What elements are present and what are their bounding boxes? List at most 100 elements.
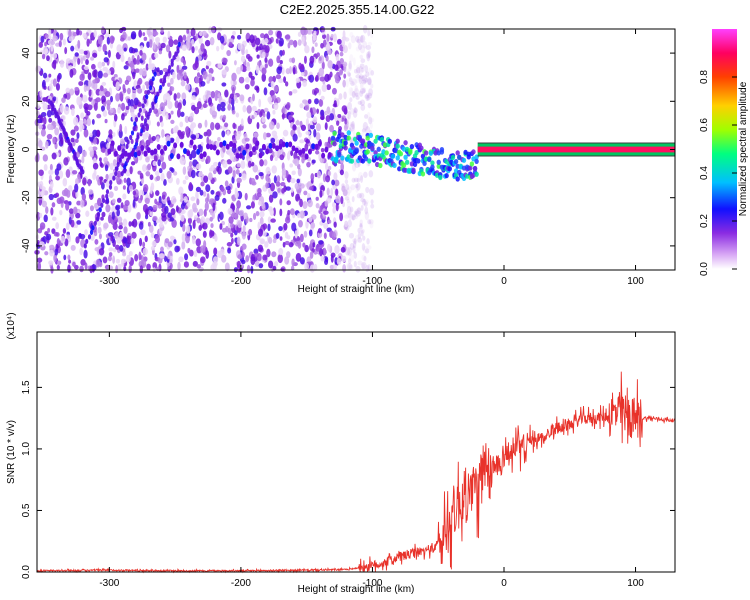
spectrogram-cell — [369, 221, 374, 229]
spectrogram-cell — [351, 126, 356, 134]
spectrogram-cell — [182, 147, 187, 154]
spectrogram-cell — [327, 243, 331, 252]
spectrogram-cell — [182, 34, 187, 41]
spectrogram-cell — [97, 35, 102, 45]
spectrogram-cell — [238, 172, 242, 178]
spectrogram-cell — [116, 161, 120, 168]
spectrogram-cell — [147, 63, 152, 70]
spectrogram-cell — [345, 183, 350, 191]
x-tick-label: 0 — [501, 276, 507, 287]
spectrogram-cell — [185, 84, 191, 91]
spectrogram-cell — [307, 193, 311, 199]
spectrogram-cell — [268, 194, 274, 203]
spectrogram-cell — [236, 162, 241, 168]
spectrogram-cell — [252, 194, 256, 200]
y-tick-label: 0.5 — [21, 503, 32, 517]
spectrogram-cell — [353, 260, 357, 268]
spectrogram-cell — [365, 186, 370, 194]
spectrogram-cell — [288, 91, 293, 96]
spectrogram-cell — [244, 76, 250, 83]
spectrogram-cell — [314, 98, 319, 105]
spectrogram-cell — [146, 28, 151, 36]
x-tick-label: -300 — [99, 578, 119, 589]
spectrogram-cell — [357, 36, 362, 45]
spectrogram-cell — [134, 48, 138, 53]
spectrogram-cell — [91, 82, 95, 89]
spectrogram-cell — [112, 132, 116, 137]
spectrogram-cell — [357, 237, 363, 243]
spectrogram-cell — [293, 39, 298, 48]
spectrogram-cell — [395, 143, 400, 149]
spectrogram-cell — [127, 152, 132, 159]
spectrogram-cell — [68, 208, 74, 214]
spectrogram-cell — [241, 259, 246, 265]
spectrogram-cell — [215, 141, 221, 148]
spectrogram-cell — [130, 150, 135, 157]
spectrogram-cell — [357, 227, 361, 234]
spectrogram-cell — [252, 212, 257, 221]
spectrogram-cell — [342, 189, 348, 197]
spectrogram-cell — [101, 198, 106, 204]
spectrogram-cell — [92, 79, 97, 84]
spectrogram-cell — [174, 245, 180, 253]
spectrogram-cell — [54, 248, 59, 256]
spectrogram-cell — [149, 174, 154, 181]
spectrogram-cell — [474, 158, 479, 164]
spectrogram-cell — [173, 93, 177, 101]
spectrogram-cell — [145, 63, 149, 71]
spectrogram-cell — [69, 88, 75, 96]
spectrogram-cell — [278, 78, 284, 84]
spectrogram-cell — [142, 84, 146, 91]
spectrogram-cell — [136, 79, 141, 87]
spectrogram-cell — [236, 236, 241, 246]
spectrogram-cell — [143, 117, 148, 124]
spectrogram-cell — [143, 36, 148, 41]
spectrogram-cell — [46, 109, 52, 118]
spectrogram-cell — [68, 201, 72, 206]
spectrogram-cell — [348, 79, 354, 85]
spectrogram-cell — [70, 244, 76, 251]
spectrogram-cell — [73, 116, 79, 126]
spectrogram-cell — [79, 73, 85, 81]
spectrogram-cell — [245, 49, 249, 55]
spectrogram-cell — [167, 241, 173, 248]
spectrogram-cell — [85, 59, 89, 65]
spectrogram-cell — [273, 261, 279, 267]
spectrogram-cell — [41, 53, 46, 60]
spectrogram-cell — [313, 186, 317, 192]
spectrogram-cell — [337, 114, 342, 119]
spectrogram-cell — [217, 62, 223, 69]
spectrogram-cell — [284, 34, 291, 40]
spectrogram-cell — [77, 39, 81, 49]
spectrogram-cell — [308, 74, 315, 83]
spectrogram-cell — [170, 208, 176, 216]
spectrogram-cell — [40, 111, 47, 118]
spectrogram-cell — [108, 247, 114, 252]
spectrogram-x-label: Height of straight line (km) — [298, 284, 415, 295]
spectrogram-cell — [89, 265, 93, 274]
spectrogram-cell — [130, 139, 134, 145]
spectrogram-cell — [263, 107, 269, 113]
spectrogram-cell — [326, 33, 330, 43]
spectrogram-cell — [81, 169, 85, 175]
spectrogram-cell — [88, 189, 94, 195]
spectrogram-cell — [267, 216, 272, 224]
spectrogram-cell — [150, 232, 155, 239]
spectrogram-cell — [67, 264, 71, 273]
spectrogram-cell — [211, 111, 217, 119]
spectrogram-cell — [209, 208, 213, 216]
spectrogram-cell — [314, 42, 318, 47]
spectrogram-cell — [123, 177, 127, 184]
spectrogram-cell — [279, 198, 283, 206]
spectrogram-cell — [149, 80, 153, 86]
spectrogram-cell — [241, 49, 245, 55]
spectrogram-cell — [281, 49, 285, 56]
spectrogram-cell — [227, 166, 233, 174]
spectrogram-cell — [138, 221, 144, 230]
spectrogram-cell — [38, 124, 43, 130]
spectrogram-cell — [323, 247, 327, 256]
spectrogram-cell — [271, 142, 276, 149]
spectrogram-cell — [336, 98, 340, 107]
spectrogram-cell — [159, 149, 164, 156]
spectrogram-cell — [287, 42, 291, 49]
